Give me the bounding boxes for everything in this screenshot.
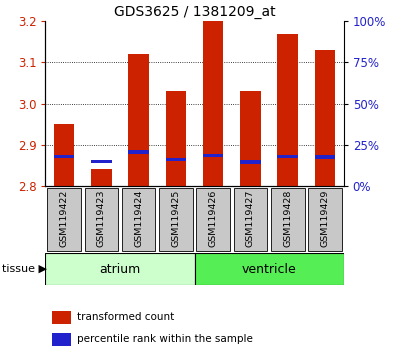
Bar (54, 155, 74, 158)
Bar (54, 124, 74, 186)
Text: transformed count: transformed count (77, 312, 175, 322)
Bar (91, 160, 112, 163)
Text: GSM119424: GSM119424 (134, 189, 143, 247)
Bar (234, 188, 267, 251)
Bar (166, 91, 186, 186)
Text: percentile rank within the sample: percentile rank within the sample (77, 335, 253, 344)
Text: GSM119422: GSM119422 (60, 189, 69, 247)
Bar (128, 54, 149, 186)
Bar (159, 188, 193, 251)
Bar (47, 188, 81, 251)
Text: tissue ▶: tissue ▶ (2, 264, 47, 274)
Text: GSM119423: GSM119423 (97, 189, 106, 247)
Title: GDS3625 / 1381209_at: GDS3625 / 1381209_at (114, 5, 275, 19)
Text: GSM119429: GSM119429 (320, 189, 329, 247)
Bar (240, 91, 261, 186)
Bar (315, 50, 335, 186)
Bar (91, 170, 112, 186)
Bar (271, 188, 305, 251)
Bar (203, 21, 224, 186)
Bar (85, 188, 118, 251)
Bar (194, 253, 344, 285)
Text: GSM119428: GSM119428 (283, 189, 292, 247)
Text: GSM119427: GSM119427 (246, 189, 255, 247)
Text: ventricle: ventricle (242, 263, 297, 275)
Bar (277, 34, 298, 186)
Bar (315, 155, 335, 159)
Bar (308, 188, 342, 251)
Bar (277, 155, 298, 158)
Bar (52, 333, 71, 346)
Bar (166, 158, 186, 161)
Bar (196, 188, 230, 251)
Text: GSM119426: GSM119426 (209, 189, 218, 247)
Bar (122, 188, 155, 251)
Bar (45, 253, 194, 285)
Bar (203, 154, 224, 157)
Bar (52, 311, 71, 324)
Bar (128, 150, 149, 154)
Text: atrium: atrium (100, 263, 141, 275)
Text: GSM119425: GSM119425 (171, 189, 181, 247)
Bar (240, 160, 261, 164)
